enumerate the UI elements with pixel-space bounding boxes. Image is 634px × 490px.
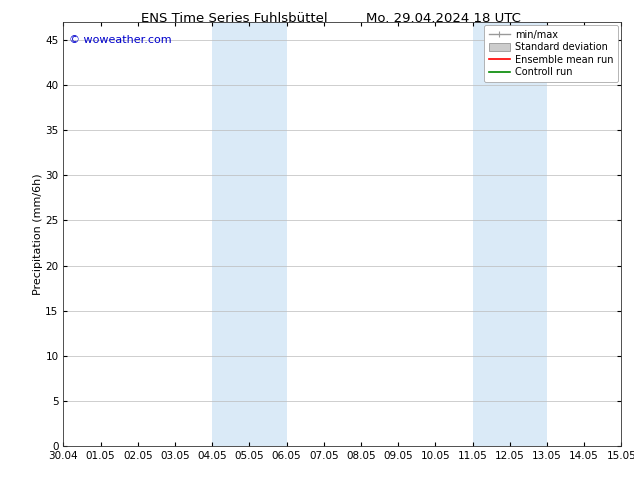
Bar <box>472 22 547 446</box>
Bar <box>212 22 287 446</box>
Text: ENS Time Series Fuhlsbüttel: ENS Time Series Fuhlsbüttel <box>141 12 328 25</box>
Y-axis label: Precipitation (mm/6h): Precipitation (mm/6h) <box>32 173 42 295</box>
Legend: min/max, Standard deviation, Ensemble mean run, Controll run: min/max, Standard deviation, Ensemble me… <box>484 25 618 82</box>
Text: Mo. 29.04.2024 18 UTC: Mo. 29.04.2024 18 UTC <box>366 12 521 25</box>
Text: © woweather.com: © woweather.com <box>69 35 172 45</box>
